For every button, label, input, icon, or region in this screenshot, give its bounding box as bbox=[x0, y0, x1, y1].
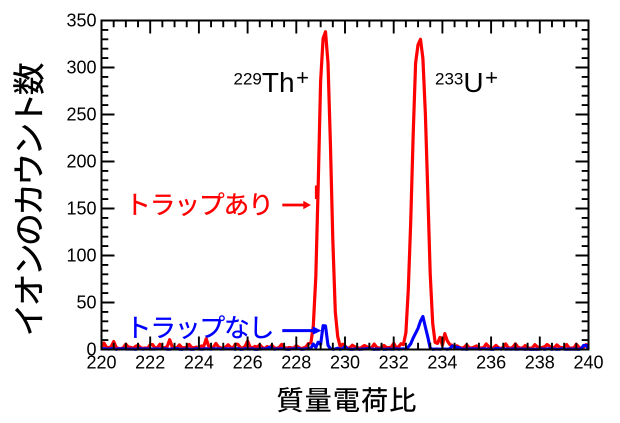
svg-text:226: 226 bbox=[233, 353, 263, 373]
svg-text:222: 222 bbox=[135, 353, 165, 373]
svg-text:232: 232 bbox=[379, 353, 409, 373]
svg-text:200: 200 bbox=[66, 152, 96, 172]
svg-text:150: 150 bbox=[66, 199, 96, 219]
svg-text:100: 100 bbox=[66, 246, 96, 266]
svg-text:236: 236 bbox=[476, 353, 506, 373]
svg-text:220: 220 bbox=[86, 353, 116, 373]
svg-text:228: 228 bbox=[281, 353, 311, 373]
svg-text:250: 250 bbox=[66, 105, 96, 125]
svg-text:230: 230 bbox=[330, 353, 360, 373]
svg-text:240: 240 bbox=[573, 353, 603, 373]
svg-text:234: 234 bbox=[427, 353, 457, 373]
svg-text:238: 238 bbox=[525, 353, 555, 373]
svg-text:229Th+: 229Th+ bbox=[234, 65, 309, 98]
svg-text:300: 300 bbox=[66, 58, 96, 78]
svg-text:233U+: 233U+ bbox=[435, 65, 498, 98]
svg-text:50: 50 bbox=[76, 293, 96, 313]
svg-text:350: 350 bbox=[66, 11, 96, 31]
svg-text:224: 224 bbox=[184, 353, 214, 373]
svg-text:0: 0 bbox=[86, 340, 96, 360]
